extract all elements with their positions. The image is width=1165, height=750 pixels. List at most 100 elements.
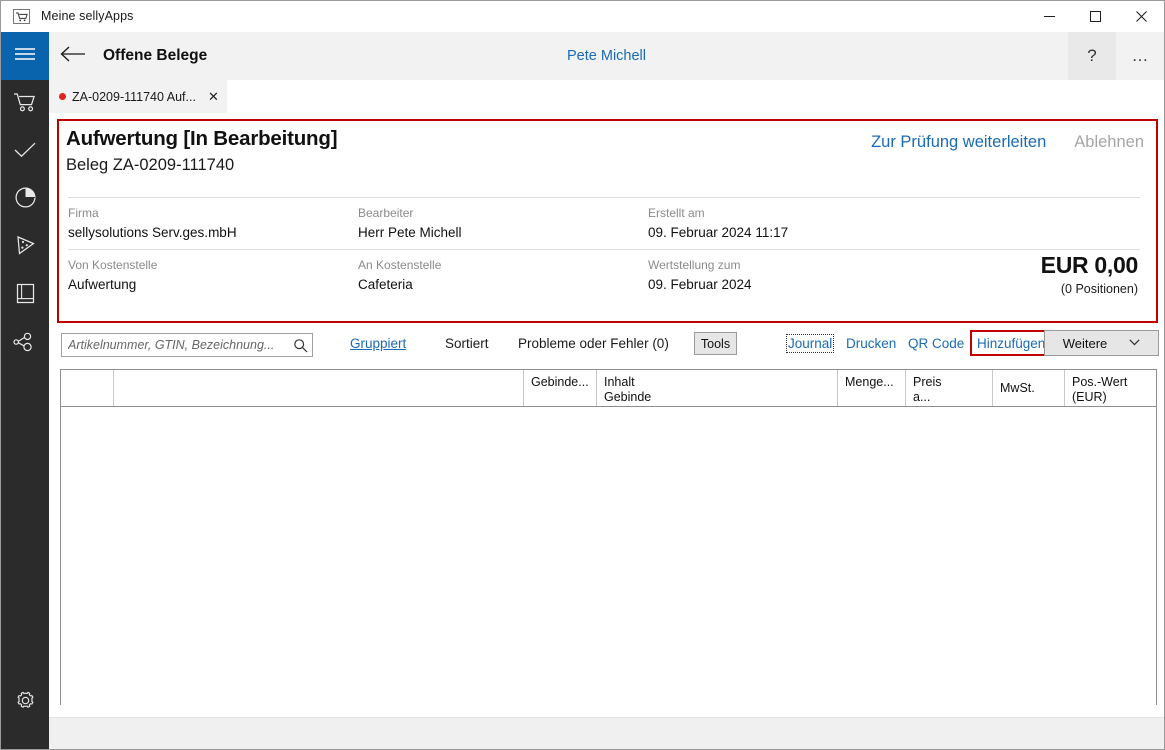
grid-col-header: Menge... — [845, 375, 894, 389]
grid-col-header-line2: Gebinde — [604, 390, 652, 404]
meta-field-wertstellung-zum: Wertstellung zum 09. Februar 2024 — [648, 258, 948, 292]
help-button[interactable]: ? — [1068, 32, 1116, 80]
grid-col-header-line2: a... — [913, 390, 931, 404]
minimize-button[interactable] — [1026, 1, 1072, 31]
grid-col-inhalt-gebinde[interactable]: Inhalt Gebinde — [597, 370, 838, 406]
app-logo-icon — [7, 1, 35, 31]
nav-tasks[interactable] — [1, 128, 49, 176]
document-action-links: Zur Prüfung weiterleiten Ablehnen — [871, 133, 1144, 152]
grouped-link[interactable]: Gruppiert — [350, 336, 407, 351]
document-summary-card: Aufwertung [In Bearbeitung] Beleg ZA-020… — [57, 119, 1158, 323]
grid-col-header: Preis — [913, 375, 942, 389]
meta-field-firma: Firma sellysolutions Serv.ges.mbH — [68, 206, 358, 240]
grid-col-mwst[interactable]: MwSt. — [993, 370, 1065, 406]
grid-col-header: Pos.-Wert — [1072, 375, 1128, 389]
reject-link: Ablehnen — [1074, 133, 1144, 151]
pie-chart-icon — [14, 186, 37, 214]
search-icon[interactable] — [288, 338, 312, 353]
app-header-bar: Offene Belege Pete Michell ? … — [49, 32, 1164, 80]
meta-value: Aufwertung — [68, 277, 137, 292]
meta-label: An Kostenstelle — [358, 258, 442, 272]
checkmark-icon — [13, 141, 37, 164]
total-amount: EUR 0,00 — [1040, 252, 1139, 278]
divider — [68, 197, 1140, 198]
question-mark-icon: ? — [1087, 46, 1097, 65]
grid-col-menge[interactable]: Menge... — [838, 370, 906, 406]
chevron-down-icon — [1129, 338, 1140, 349]
meta-value: Cafeteria — [358, 277, 413, 292]
app-header-actions: ? … — [1068, 32, 1164, 80]
current-user-label[interactable]: Pete Michell — [567, 48, 646, 64]
tools-button[interactable]: Tools — [694, 332, 737, 355]
tab-unsaved-dot-icon — [59, 93, 66, 100]
grid-col-header: Inhalt — [604, 375, 635, 389]
meta-label: Von Kostenstelle — [68, 258, 158, 272]
meta-label: Bearbeiter — [358, 206, 414, 220]
grid-header-row: Gebinde... Inhalt Gebinde Menge... Preis… — [61, 370, 1156, 407]
nav-cart[interactable] — [1, 80, 49, 128]
meta-value: sellysolutions Serv.ges.mbH — [68, 225, 237, 240]
grid-body-empty[interactable] — [61, 407, 1156, 705]
status-bar — [49, 717, 1164, 749]
document-total: EUR 0,00 (0 Positionen) — [1040, 252, 1139, 296]
nav-catalog[interactable] — [1, 272, 49, 320]
grid-col-header-line2: (EUR) — [1072, 390, 1107, 404]
close-button[interactable] — [1118, 1, 1164, 31]
grid-col-gebinde[interactable]: Gebinde... — [524, 370, 597, 406]
search-field[interactable] — [61, 333, 313, 357]
print-link[interactable]: Drucken — [846, 336, 897, 351]
meta-label: Firma — [68, 206, 99, 220]
back-button[interactable] — [49, 32, 97, 80]
nav-network[interactable] — [1, 320, 49, 368]
pizza-slice-icon — [14, 234, 37, 262]
problems-label[interactable]: Probleme oder Fehler (0) — [518, 336, 669, 351]
meta-label: Wertstellung zum — [648, 258, 741, 272]
document-subtitle: Beleg ZA-0209-111740 — [66, 156, 235, 174]
nav-reports[interactable] — [1, 176, 49, 224]
meta-field-erstellt-am: Erstellt am 09. Februar 2024 11:17 — [648, 206, 948, 240]
hamburger-menu-icon — [14, 46, 36, 67]
window-controls — [1026, 1, 1164, 31]
search-input[interactable] — [62, 334, 288, 356]
qr-code-link[interactable]: QR Code — [908, 336, 965, 351]
nav-products[interactable] — [1, 224, 49, 272]
back-arrow-icon — [60, 46, 86, 67]
meta-value: 09. Februar 2024 — [648, 277, 752, 292]
forward-for-review-link[interactable]: Zur Prüfung weiterleiten — [871, 133, 1047, 151]
meta-value: 09. Februar 2024 11:17 — [648, 225, 789, 240]
tab-za-0209-111740[interactable]: ZA-0209-111740 Auf... ✕ — [49, 80, 227, 113]
add-link[interactable]: Hinzufügen — [977, 336, 1046, 351]
window-title: Meine sellyApps — [41, 9, 134, 23]
grid-col-select[interactable] — [61, 370, 114, 406]
maximize-button[interactable] — [1072, 1, 1118, 31]
document-title: Aufwertung [In Bearbeitung] — [66, 127, 338, 150]
gear-icon — [14, 689, 37, 717]
grid-col-article[interactable] — [114, 370, 524, 406]
more-options-button[interactable]: … — [1116, 32, 1164, 80]
grid-toolbar: Gruppiert Sortiert Probleme oder Fehler … — [57, 330, 1159, 359]
total-positions: (0 Positionen) — [1060, 282, 1138, 296]
tab-close-icon[interactable]: ✕ — [207, 89, 219, 104]
positions-grid[interactable]: Gebinde... Inhalt Gebinde Menge... Preis… — [60, 369, 1157, 705]
grid-col-preis[interactable]: Preis a... — [906, 370, 993, 406]
hamburger-menu-button[interactable] — [1, 32, 49, 80]
share-nodes-icon — [12, 332, 38, 357]
grid-col-pos-wert[interactable]: Pos.-Wert (EUR) — [1065, 370, 1155, 406]
meta-row-2: Von Kostenstelle Aufwertung An Kostenste… — [66, 250, 1142, 301]
document-tab-strip: ZA-0209-111740 Auf... ✕ — [49, 80, 1164, 113]
meta-field-von-kostenstelle: Von Kostenstelle Aufwertung — [68, 258, 358, 292]
divider — [68, 249, 1140, 250]
more-dropdown-button[interactable]: Weitere — [1044, 330, 1159, 356]
settings-button[interactable] — [1, 679, 49, 727]
page-title: Offene Belege — [103, 47, 208, 64]
ellipsis-icon: … — [1131, 46, 1149, 65]
left-navigation-rail — [1, 32, 49, 749]
shopping-cart-icon — [13, 91, 37, 118]
book-icon — [15, 282, 36, 310]
tab-label: ZA-0209-111740 Auf... — [72, 89, 196, 104]
journal-link[interactable]: Journal — [785, 334, 835, 353]
sorted-label[interactable]: Sortiert — [445, 336, 489, 351]
meta-field-bearbeiter: Bearbeiter Herr Pete Michell — [358, 206, 648, 240]
meta-label: Erstellt am — [648, 206, 705, 220]
